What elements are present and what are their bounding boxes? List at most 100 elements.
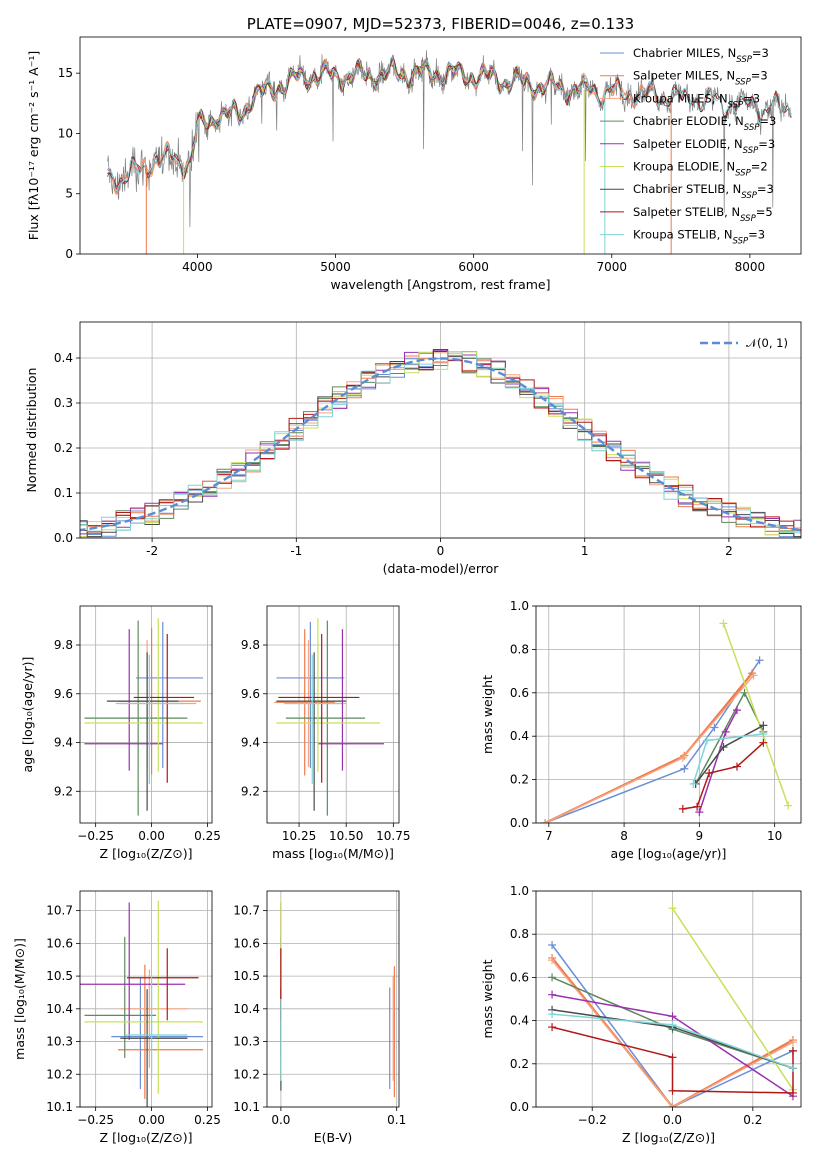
data-point (680, 764, 689, 773)
legend: Chabrier MILES, NSSP=3 Salpeter MILES, NS… (600, 46, 776, 247)
errorbar-salpeter-miles (274, 629, 335, 776)
legend-entry: Chabrier ELODIE, NSSP=3 (633, 114, 776, 133)
y-tick-label: 9.6 (54, 687, 73, 701)
panel-1: 4000 5000 6000 7000 8000 0 5 10 15 wavelength [An… (26, 15, 802, 292)
y-tick-label: 5 (65, 187, 73, 201)
data-point (705, 769, 714, 778)
y-tick-label: 9.8 (54, 638, 73, 652)
x-tick-label: 8000 (735, 260, 766, 274)
weight-series-kroupa-stelib (689, 730, 768, 788)
axes-frame (266, 890, 400, 1108)
errorbar-chabrier-miles (111, 977, 204, 1089)
y-tick-label: 9.2 (241, 784, 260, 798)
weight-series-kroupa-elodie (668, 904, 797, 1094)
y-tick-label: 0.4 (54, 351, 73, 365)
data-point (784, 801, 793, 810)
series-line (682, 742, 764, 810)
x-tick-label: 10 (767, 829, 782, 843)
x-tick-label: -1 (290, 544, 302, 558)
x-tick-label: 0.1 (387, 1113, 406, 1127)
y-tick-label: 0.8 (510, 642, 529, 656)
data-point (755, 656, 764, 665)
errorbar-kroupa-stelib (124, 976, 188, 1078)
x-tick-label: 0.25 (194, 1113, 221, 1127)
errorbar-salpeter-stelib (126, 948, 199, 1021)
data-point (710, 723, 719, 732)
data-point (759, 721, 768, 730)
x-tick-label: 0.00 (138, 829, 165, 843)
data-point (719, 743, 728, 752)
weight-series-kroupa-elodie (719, 619, 793, 810)
y-tick-label: 0.2 (510, 773, 529, 787)
data-point (548, 1023, 557, 1032)
y-tick-label: 0.2 (54, 441, 73, 455)
y-tick-label: 1.0 (510, 599, 529, 613)
y-tick-label: 9.2 (54, 784, 73, 798)
errorbar-chabrier-miles (276, 621, 345, 769)
axes-frame (79, 605, 213, 824)
weight-series-chabrier-stelib (691, 721, 768, 788)
y-tick-label: 9.4 (54, 736, 73, 750)
legend-entry: Kroupa STELIB, NSSP=3 (633, 228, 765, 247)
y-tick-label: 10.1 (233, 1100, 260, 1114)
series-line (551, 957, 794, 1107)
y-tick-label: 10.3 (46, 1035, 73, 1049)
x-tick-label: 7000 (596, 260, 627, 274)
x-tick-label: 10.75 (376, 829, 410, 843)
panel-2: -2 -1 0 1 2 0.0 0.1 0.2 0.3 0.4 (data-model)/error… (24, 321, 802, 576)
data-point (548, 973, 557, 982)
errorbar-salpeter-stelib (133, 634, 195, 783)
y-tick-label: 10.1 (46, 1100, 73, 1114)
data-point (668, 1053, 677, 1062)
x-tick-label: 0.0 (271, 1113, 290, 1127)
plot-area (548, 904, 797, 1107)
x-tick-label: 4000 (182, 260, 213, 274)
x-axis-label: Z [log₁₀(Z/Z⊙)] (100, 846, 193, 861)
x-tick-label: 7 (545, 829, 553, 843)
x-tick-label: 0.2 (743, 1113, 762, 1127)
x-tick-label: −0.25 (77, 1113, 114, 1127)
x-tick-label: 10.25 (282, 829, 316, 843)
axes-frame (266, 605, 400, 824)
x-tick-label: 0.25 (194, 829, 221, 843)
chart-title: PLATE=0907, MJD=52373, FIBERID=0046, z=0… (247, 15, 634, 33)
plot-area (280, 900, 395, 1098)
series-line (551, 959, 794, 1107)
data-point (788, 1046, 797, 1055)
weight-series-kroupa-miles (541, 671, 758, 823)
y-tick-label: 0.0 (510, 1100, 529, 1114)
data-point (548, 1010, 557, 1019)
series-line (695, 724, 764, 785)
x-axis-label: mass [log₁₀(M/M⊙)] (272, 846, 394, 861)
series-line (698, 709, 738, 813)
data-point (548, 990, 557, 999)
data-point (678, 753, 687, 762)
x-axis-label: (data-model)/error (383, 561, 500, 576)
y-axis-label: Flux [fλ10⁻¹⁷ erg cm⁻² s⁻¹ A⁻¹] (26, 51, 41, 240)
data-point (749, 671, 758, 680)
data-point (788, 1088, 797, 1097)
y-tick-label: 10.6 (233, 936, 260, 950)
y-tick-label: 9.6 (241, 687, 260, 701)
data-point (678, 804, 687, 813)
data-point (719, 619, 728, 628)
data-point (740, 688, 749, 697)
x-tick-label: 0.00 (138, 1113, 165, 1127)
data-point (759, 730, 768, 739)
model-spectrum-kroupa-stelib (107, 56, 792, 191)
data-point (702, 736, 711, 745)
y-tick-label: 10.4 (233, 1002, 260, 1016)
x-tick-label: 0 (437, 544, 445, 558)
y-tick-label: 0.3 (54, 396, 73, 410)
y-tick-label: 10.2 (46, 1067, 73, 1081)
panel-7: 0.0 0.1 10.1 10.2 10.3 10.4 10.5 10.6 10.7 E(B-V) (233, 890, 406, 1145)
x-axis-label: Z [log₁₀(Z/Z⊙)] (100, 1130, 193, 1145)
x-axis-label: wavelength [Angstrom, rest frame] (330, 277, 550, 292)
data-point (668, 904, 677, 913)
y-tick-label: 1.0 (510, 884, 529, 898)
data-point (733, 706, 742, 715)
errorbar-chabrier-stelib (276, 652, 347, 811)
x-tick-label: 6000 (458, 260, 489, 274)
errorbar-chabrier-stelib (106, 652, 179, 811)
